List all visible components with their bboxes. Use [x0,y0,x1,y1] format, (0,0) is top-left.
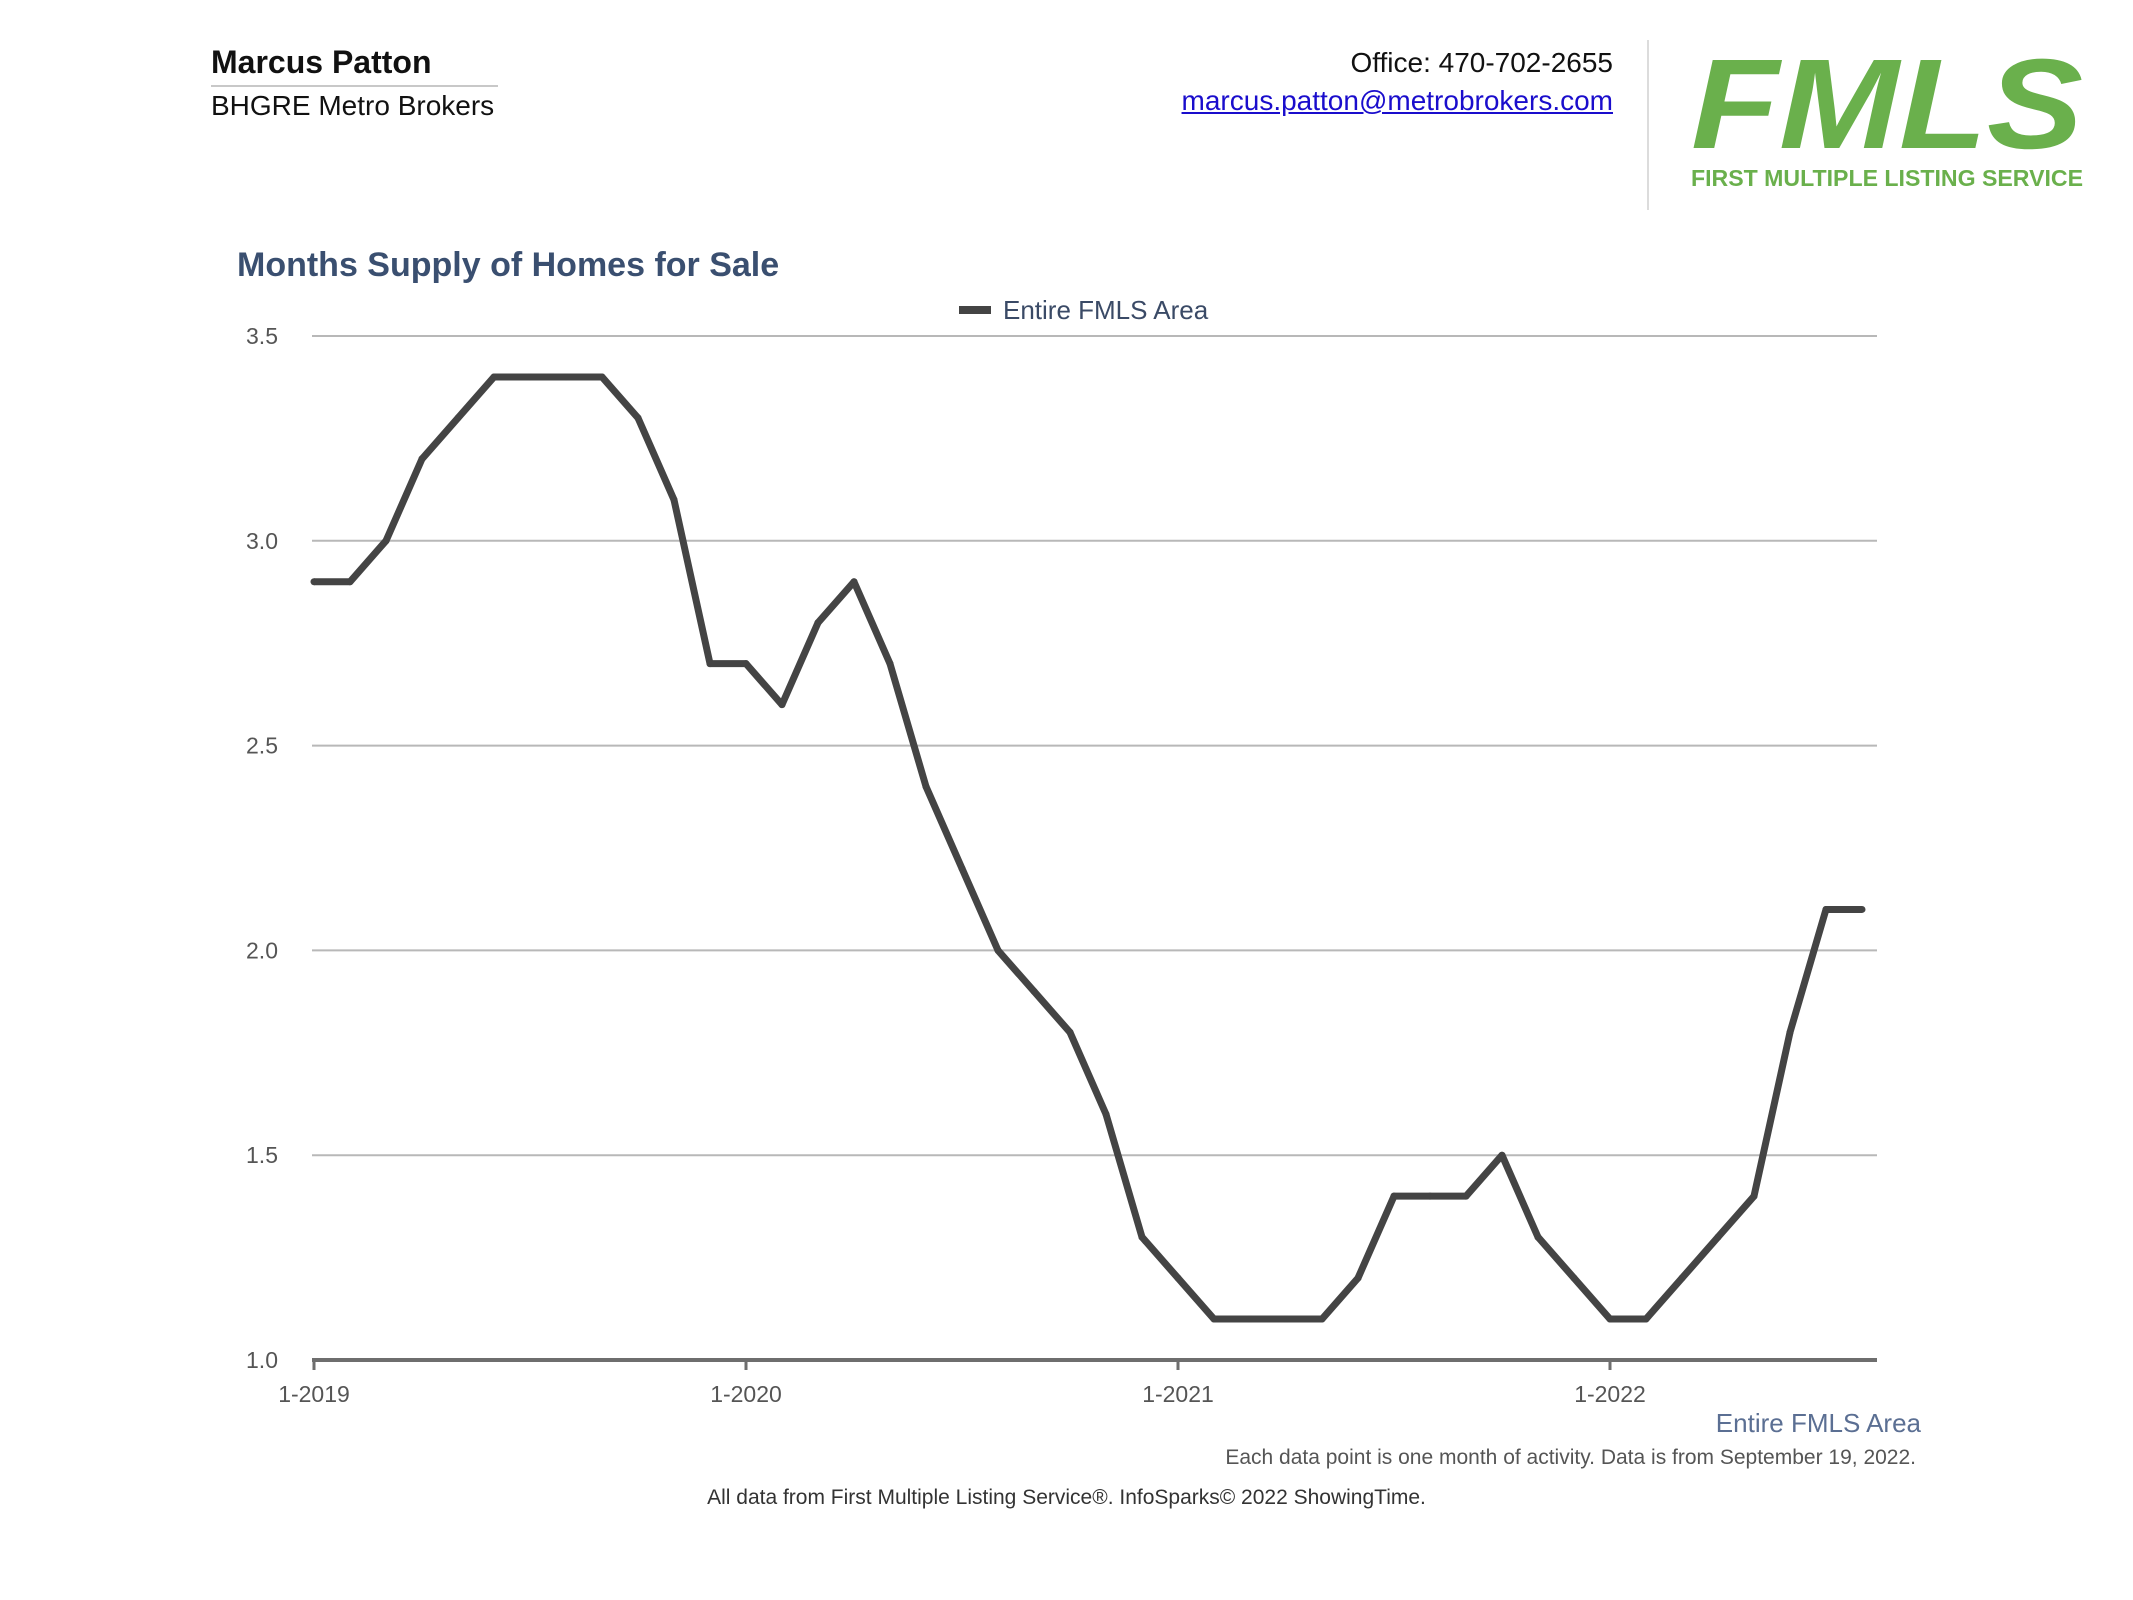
logo-tagline: FIRST MULTIPLE LISTING SERVICE [1691,165,2083,191]
data-point [1678,1274,1686,1282]
legend-swatch [959,306,991,314]
data-point [958,864,966,872]
contact-block: Office: 470-702-2655 marcus.patton@metro… [1182,44,1613,120]
agent-divider [211,85,498,87]
data-point [1210,1315,1218,1323]
data-note: Each data point is one month of activity… [1225,1446,1916,1469]
y-tick-label: 2.5 [246,733,278,759]
data-point [994,946,1002,954]
data-point [346,578,354,586]
data-point [1426,1192,1434,1200]
header-divider [1647,40,1649,210]
logo-wordmark: FMLS [1691,50,2083,176]
data-point [706,660,714,668]
chart-title: Months Supply of Homes for Sale [237,246,780,284]
data-point [310,578,318,586]
data-point [1858,905,1866,913]
data-point [1786,1028,1794,1036]
data-point [1174,1274,1182,1282]
y-tick-label: 1.5 [246,1142,278,1168]
y-tick-label: 3.5 [246,323,278,349]
y-tick-label: 3.0 [246,528,278,554]
data-point [418,455,426,463]
agent-company: BHGRE Metro Brokers [211,90,495,121]
data-point [1714,1233,1722,1241]
data-point [1642,1315,1650,1323]
data-point [634,414,642,422]
agent-name: Marcus Patton [211,44,432,80]
x-tick-label: 1-2021 [1142,1381,1214,1407]
area-label: Entire FMLS Area [1715,1408,1921,1438]
fmls-logo: FMLS FIRST MULTIPLE LISTING SERVICE [1691,50,2083,191]
data-point [1822,905,1830,913]
data-point [1534,1233,1542,1241]
x-tick-label: 1-2022 [1574,1381,1646,1407]
office-phone: Office: 470-702-2655 [1350,47,1613,78]
data-point [1390,1192,1398,1200]
data-point [1318,1315,1326,1323]
legend-label: Entire FMLS Area [1003,295,1209,325]
data-point [1138,1233,1146,1241]
data-point [1030,987,1038,995]
data-point [526,373,534,381]
data-point [850,578,858,586]
data-point [1570,1274,1578,1282]
data-point [814,619,822,627]
data-point [742,660,750,668]
data-point [670,496,678,504]
data-point [1354,1274,1362,1282]
chart-legend: Entire FMLS Area [959,295,1209,325]
data-point [922,783,930,791]
data-point [1066,1028,1074,1036]
data-point [1750,1192,1758,1200]
data-point [886,660,894,668]
data-point [1606,1315,1614,1323]
data-point [1282,1315,1290,1323]
data-point [598,373,606,381]
data-point [1498,1151,1506,1159]
data-point [490,373,498,381]
data-point [1102,1110,1110,1118]
data-point [1462,1192,1470,1200]
data-point [1246,1315,1254,1323]
y-tick-label: 1.0 [246,1347,278,1373]
data-point [454,414,462,422]
data-point [382,537,390,545]
y-tick-label: 2.0 [246,937,278,963]
data-point [562,373,570,381]
email-link[interactable]: marcus.patton@metrobrokers.com [1181,85,1613,116]
footer-credit: All data from First Multiple Listing Ser… [707,1486,1426,1509]
x-tick-label: 1-2020 [710,1381,782,1407]
x-tick-label: 1-2019 [278,1381,350,1407]
data-point [778,701,786,709]
series-line [314,373,1862,1323]
